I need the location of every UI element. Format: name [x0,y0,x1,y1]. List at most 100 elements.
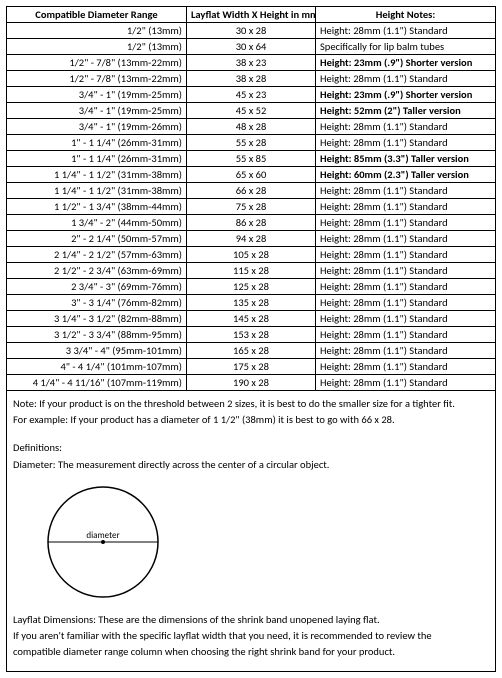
cell-notes: Height: 23mm (.9") Shorter version [315,87,495,103]
table-row: 2 1/2" - 2 3/4" (63mm-69mm)115 x 28Heigh… [7,263,496,279]
cell-layflat: 30 x 28 [186,23,315,39]
diagram-label: diameter [86,530,119,541]
cell-notes: Height: 85mm (3.3") Taller version [315,151,495,167]
table-row: 1 1/4" - 1 1/2" (31mm-38mm)65 x 60Height… [7,167,496,183]
cell-notes: Specifically for lip balm tubes [315,39,495,55]
cell-range: 1" - 1 1/4" (26mm-31mm) [7,151,187,167]
cell-notes: Height: 28mm (1.1") Standard [315,279,495,295]
cell-notes: Height: 28mm (1.1") Standard [315,311,495,327]
table-row: 1/2" - 7/8" (13mm-22mm)38 x 28Height: 28… [7,71,496,87]
cell-range: 2 1/2" - 2 3/4" (63mm-69mm) [7,263,187,279]
cell-notes: Height: 28mm (1.1") Standard [315,359,495,375]
cell-layflat: 75 x 28 [186,199,315,215]
cell-notes: Height: 28mm (1.1") Standard [315,135,495,151]
cell-range: 1/2" (13mm) [7,23,187,39]
cell-notes: Height: 28mm (1.1") Standard [315,231,495,247]
cell-range: 1/2" (13mm) [7,39,187,55]
cell-layflat: 38 x 23 [186,55,315,71]
cell-layflat: 48 x 28 [186,119,315,135]
table-row: 3 1/4" - 3 1/2" (82mm-88mm)145 x 28Heigh… [7,311,496,327]
cell-range: 3/4" - 1" (19mm-25mm) [7,103,187,119]
table-row: 2" - 2 1/4" (50mm-57mm)94 x 28Height: 28… [7,231,496,247]
cell-notes: Height: 28mm (1.1") Standard [315,71,495,87]
circle-diagram-svg: diameter [33,480,173,605]
cell-notes: Height: 28mm (1.1") Standard [315,247,495,263]
cell-notes: Height: 23mm (.9") Shorter version [315,55,495,71]
cell-range: 1/2" - 7/8" (13mm-22mm) [7,55,187,71]
table-row: 1 3/4" - 2" (44mm-50mm)86 x 28Height: 28… [7,215,496,231]
cell-range: 3/4" - 1" (19mm-25mm) [7,87,187,103]
cell-notes: Height: 28mm (1.1") Standard [315,215,495,231]
table-row: 3 1/2" - 3 3/4" (88mm-95mm)153 x 28Heigh… [7,327,496,343]
cell-layflat: 145 x 28 [186,311,315,327]
diameter-definition: Diameter: The measurement directly acros… [13,458,489,472]
cell-layflat: 190 x 28 [186,375,315,391]
table-row: 2 1/4" - 2 1/2" (57mm-63mm)105 x 28Heigh… [7,247,496,263]
cell-layflat: 175 x 28 [186,359,315,375]
cell-layflat: 105 x 28 [186,247,315,263]
cell-layflat: 45 x 52 [186,103,315,119]
sizing-table: Compatible Diameter Range Layflat Width … [6,6,496,391]
cell-range: 3" - 3 1/4" (76mm-82mm) [7,295,187,311]
table-row: 4 1/4" - 4 11/16" (107mm-119mm)190 x 28H… [7,375,496,391]
cell-notes: Height: 52mm (2") Taller version [315,103,495,119]
cell-range: 2 3/4" - 3" (69mm-76mm) [7,279,187,295]
cell-range: 2 1/4" - 2 1/2" (57mm-63mm) [7,247,187,263]
table-row: 1/2" (13mm)30 x 28Height: 28mm (1.1") St… [7,23,496,39]
layflat-heading: Layflat Dimensions: These are the dimens… [13,613,489,627]
cell-layflat: 125 x 28 [186,279,315,295]
cell-range: 4" - 4 1/4" (101mm-107mm) [7,359,187,375]
table-header-row: Compatible Diameter Range Layflat Width … [7,7,496,23]
cell-layflat: 45 x 23 [186,87,315,103]
cell-range: 2" - 2 1/4" (50mm-57mm) [7,231,187,247]
layflat-body-1: If you aren't familiar with the specific… [13,629,489,643]
cell-range: 1" - 1 1/4" (26mm-31mm) [7,135,187,151]
cell-notes: Height: 28mm (1.1") Standard [315,23,495,39]
table-row: 3 3/4" - 4" (95mm-101mm)165 x 28Height: … [7,343,496,359]
layflat-body-2: compatible diameter range column when ch… [13,645,489,659]
cell-layflat: 165 x 28 [186,343,315,359]
cell-range: 1 1/4" - 1 1/2" (31mm-38mm) [7,183,187,199]
table-row: 1/2" (13mm)30 x 64Specifically for lip b… [7,39,496,55]
header-notes: Height Notes: [315,7,495,23]
table-row: 4" - 4 1/4" (101mm-107mm)175 x 28Height:… [7,359,496,375]
cell-layflat: 65 x 60 [186,167,315,183]
cell-layflat: 66 x 28 [186,183,315,199]
table-row: 3" - 3 1/4" (76mm-82mm)135 x 28Height: 2… [7,295,496,311]
notes-block: Note: If your product is on the threshol… [6,391,496,672]
table-row: 2 3/4" - 3" (69mm-76mm)125 x 28Height: 2… [7,279,496,295]
cell-notes: Height: 28mm (1.1") Standard [315,183,495,199]
cell-range: 3 3/4" - 4" (95mm-101mm) [7,343,187,359]
cell-range: 1 1/2" - 1 3/4" (38mm-44mm) [7,199,187,215]
table-row: 3/4" - 1" (19mm-25mm)45 x 23Height: 23mm… [7,87,496,103]
table-row: 1" - 1 1/4" (26mm-31mm)55 x 28Height: 28… [7,135,496,151]
table-row: 1" - 1 1/4" (26mm-31mm)55 x 85Height: 85… [7,151,496,167]
cell-range: 3/4" - 1" (19mm-26mm) [7,119,187,135]
table-row: 3/4" - 1" (19mm-26mm)48 x 28Height: 28mm… [7,119,496,135]
cell-layflat: 30 x 64 [186,39,315,55]
cell-range: 1 1/4" - 1 1/2" (31mm-38mm) [7,167,187,183]
cell-range: 1/2" - 7/8" (13mm-22mm) [7,71,187,87]
cell-layflat: 86 x 28 [186,215,315,231]
table-row: 1 1/4" - 1 1/2" (31mm-38mm)66 x 28Height… [7,183,496,199]
cell-layflat: 115 x 28 [186,263,315,279]
cell-layflat: 135 x 28 [186,295,315,311]
definitions-heading: Definitions: [13,441,489,455]
note-threshold: Note: If your product is on the threshol… [13,397,489,411]
cell-range: 1 3/4" - 2" (44mm-50mm) [7,215,187,231]
table-row: 1 1/2" - 1 3/4" (38mm-44mm)75 x 28Height… [7,199,496,215]
cell-notes: Height: 28mm (1.1") Standard [315,327,495,343]
cell-layflat: 38 x 28 [186,71,315,87]
header-range: Compatible Diameter Range [7,7,187,23]
cell-notes: Height: 28mm (1.1") Standard [315,199,495,215]
header-layflat: Layflat Width X Height in mm [186,7,315,23]
cell-notes: Height: 28mm (1.1") Standard [315,375,495,391]
cell-notes: Height: 28mm (1.1") Standard [315,263,495,279]
table-row: 1/2" - 7/8" (13mm-22mm)38 x 23Height: 23… [7,55,496,71]
cell-notes: Height: 60mm (2.3") Taller version [315,167,495,183]
cell-layflat: 94 x 28 [186,231,315,247]
cell-range: 3 1/4" - 3 1/2" (82mm-88mm) [7,311,187,327]
cell-notes: Height: 28mm (1.1") Standard [315,343,495,359]
cell-layflat: 153 x 28 [186,327,315,343]
cell-layflat: 55 x 85 [186,151,315,167]
